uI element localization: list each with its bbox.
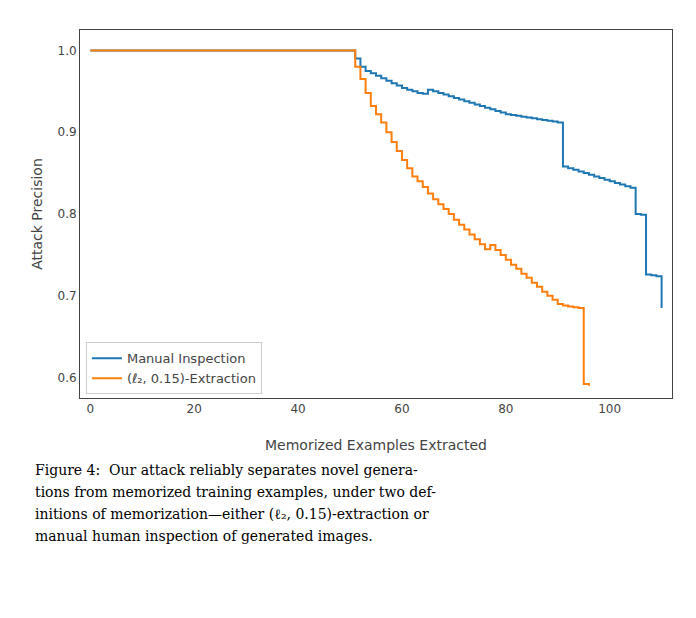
svg-text:Memorized Examples Extracted: Memorized Examples Extracted	[265, 437, 487, 453]
svg-text:(ℓ₂, 0.15)-Extraction: (ℓ₂, 0.15)-Extraction	[127, 371, 256, 386]
svg-text:manual human inspection of gen: manual human inspection of generated ima…	[35, 528, 373, 544]
svg-text:initions of memorization—eithe: initions of memorization—either (ℓ₂, 0.1…	[35, 506, 429, 522]
svg-text:20: 20	[187, 402, 202, 416]
svg-text:0.8: 0.8	[58, 207, 77, 221]
svg-text:60: 60	[394, 402, 409, 416]
svg-text:40: 40	[290, 402, 305, 416]
svg-text:0.9: 0.9	[58, 125, 77, 139]
svg-text:0.7: 0.7	[58, 289, 77, 303]
svg-text:100: 100	[598, 402, 621, 416]
svg-text:0: 0	[87, 402, 95, 416]
svg-text:Figure 4: Our attack reliably: Figure 4: Our attack reliably separates …	[35, 462, 418, 478]
svg-text:0.6: 0.6	[58, 371, 77, 385]
svg-text:Manual Inspection: Manual Inspection	[127, 351, 246, 366]
svg-text:Attack Precision: Attack Precision	[29, 158, 45, 270]
svg-text:1.0: 1.0	[58, 44, 77, 58]
svg-text:tions from memorized training: tions from memorized training examples, …	[35, 484, 436, 500]
svg-text:80: 80	[498, 402, 513, 416]
